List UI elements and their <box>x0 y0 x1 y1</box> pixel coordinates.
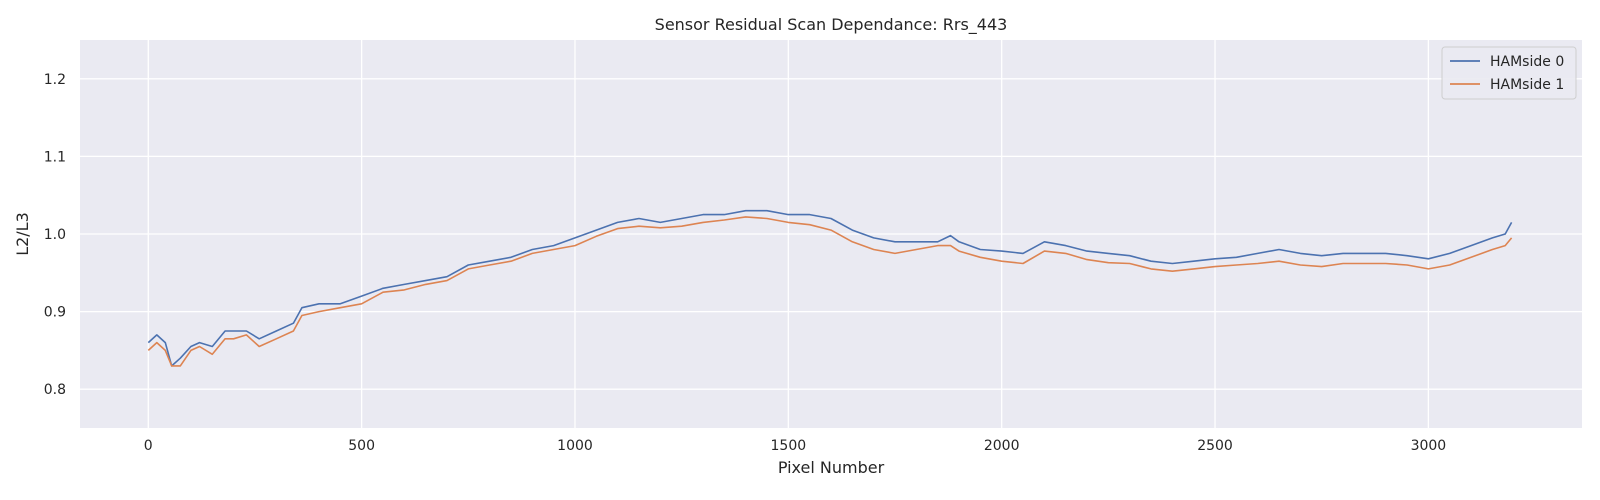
x-tick-label: 1500 <box>771 438 807 454</box>
legend-label-0: HAMside 0 <box>1490 54 1564 70</box>
y-axis-label: L2/L3 <box>13 212 32 256</box>
y-tick-label: 1.0 <box>44 227 66 243</box>
y-tick-label: 0.8 <box>44 382 66 398</box>
y-tick-label: 1.1 <box>44 149 66 165</box>
series-layer <box>147 209 1513 367</box>
x-tick-label: 2500 <box>1197 438 1233 454</box>
x-tick-label: 500 <box>348 438 375 454</box>
series-line-0 <box>147 209 1513 367</box>
x-tick-label: 2000 <box>984 438 1020 454</box>
y-tick-label: 1.2 <box>44 72 66 88</box>
chart-title: Sensor Residual Scan Dependance: Rrs_443 <box>655 15 1008 35</box>
x-axis-label: Pixel Number <box>778 458 885 477</box>
series-line-1 <box>147 216 1513 367</box>
legend-label-1: HAMside 1 <box>1490 77 1564 93</box>
grid <box>80 40 1582 428</box>
legend-box <box>1441 46 1577 100</box>
x-tick-label: 3000 <box>1411 438 1447 454</box>
tick-labels: 0 500 1000 1500 2000 2500 3000 0.8 0.9 1.0 1.1 1.2 <box>44 72 1446 454</box>
x-tick-label: 1000 <box>557 438 593 454</box>
x-tick-label: 0 <box>144 438 153 454</box>
y-tick-label: 0.9 <box>44 305 66 321</box>
legend: HAMside 0 HAMside 1 <box>1441 46 1577 100</box>
